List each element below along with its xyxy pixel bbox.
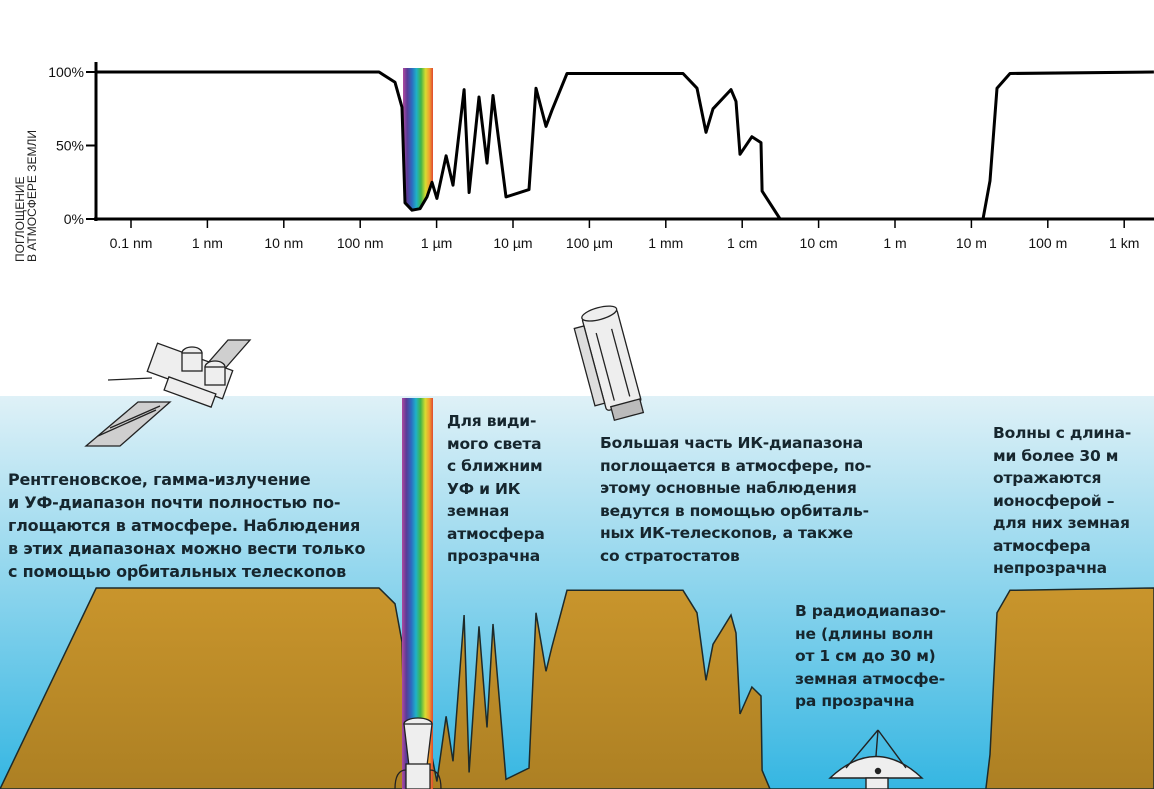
note-line: прозрачна [447, 547, 541, 565]
note-line: ных ИК-телескопов, а также [600, 524, 853, 542]
x-tick-label: 10 nm [264, 235, 303, 251]
x-tick-label: 1 km [1109, 235, 1139, 251]
note-line: Рентгеновское, гамма-излучение [8, 470, 311, 489]
note-line: глощаются в атмосфере. Наблюдения [8, 516, 361, 535]
x-tick-label: 1 m [883, 235, 906, 251]
x-tick-label: 100 µm [566, 235, 613, 251]
note-line: ионосферой – [993, 491, 1115, 510]
x-tick-label: 100 m [1028, 235, 1067, 251]
radio-dish-icon [828, 729, 924, 789]
absorption-chart: 0% 50% 100% 0.1 nm 1 nm 10 nm 100 nm 1 µm 10 µm… [48, 62, 1154, 251]
y-tick-label: 100% [48, 64, 84, 80]
x-ray-satellite-icon [84, 339, 252, 447]
note-line: земная атмосфе- [795, 669, 945, 688]
note-line: УФ и ИК [447, 479, 521, 498]
ground-optical-telescope-icon [394, 717, 442, 789]
note-radio: В радиодиапазо-не (длины волн от 1 см до … [795, 600, 946, 713]
x-tick-label: 1 µm [421, 235, 452, 251]
note-line: этому основные наблюдения [600, 479, 857, 497]
note-line: со стратостатов [600, 546, 740, 565]
ground-opacity-profile [0, 587, 1154, 789]
note-line: поглощается в атмосфере, по- [600, 456, 872, 475]
note-infrared: Большая часть ИК-диапазона поглощается в … [600, 432, 871, 567]
note-xray-gamma-uv: Рентгеновское, гамма-излучение и УФ-диапа… [8, 468, 365, 583]
note-line: В радиодиапазо- [795, 602, 946, 620]
note-line: Для види- [447, 412, 537, 430]
note-line: атмосфера [447, 524, 545, 543]
x-tick-label: 1 nm [192, 235, 223, 251]
note-line: мого света [447, 434, 542, 453]
x-tick-label: 0.1 nm [110, 235, 153, 251]
note-line: и УФ-диапазон почти полностью по- [8, 493, 341, 512]
x-tick-label: 10 cm [800, 235, 838, 251]
note-line: в этих диапазонах можно вести только [8, 539, 366, 558]
y-axis-title: ПОГЛОЩЕНИЕ В АТМОСФЕРЕ ЗЕМЛИ [13, 130, 39, 262]
note-line: атмосфера [993, 536, 1091, 555]
x-tick-label: 10 m [956, 235, 987, 251]
absorption-curve [96, 70, 1154, 221]
x-tick-label: 1 mm [648, 235, 683, 251]
y-tick-label: 0% [64, 211, 84, 227]
x-tick-label: 1 cm [727, 235, 757, 251]
y-tick-label: 50% [56, 138, 84, 154]
note-line: Большая часть ИК-диапазона [600, 434, 864, 452]
note-line: с помощью орбитальных телескопов [8, 562, 347, 581]
note-line: с ближним [447, 457, 543, 475]
note-line: земная [447, 502, 510, 520]
note-line: ра прозрачна [795, 692, 915, 710]
note-long-waves: Волны с длина-ми более 30 м отражаются ион… [993, 422, 1131, 580]
note-line: непрозрачна [993, 559, 1107, 577]
note-visible-light: Для види-мого света с ближним УФ и ИК земна… [447, 410, 545, 568]
note-line: не (длины волн [795, 624, 934, 643]
note-line: от 1 см до 30 м) [795, 647, 936, 665]
x-tick-label: 10 µm [493, 235, 532, 251]
note-line: ведутся в помощью орбиталь- [600, 501, 869, 520]
x-tick-label: 100 nm [337, 235, 384, 251]
note-line: Волны с длина- [993, 424, 1132, 442]
note-line: для них земная [993, 514, 1130, 532]
infrared-space-telescope-icon [573, 305, 645, 422]
note-line: ми более 30 м [993, 446, 1119, 465]
note-line: отражаются [993, 469, 1102, 487]
